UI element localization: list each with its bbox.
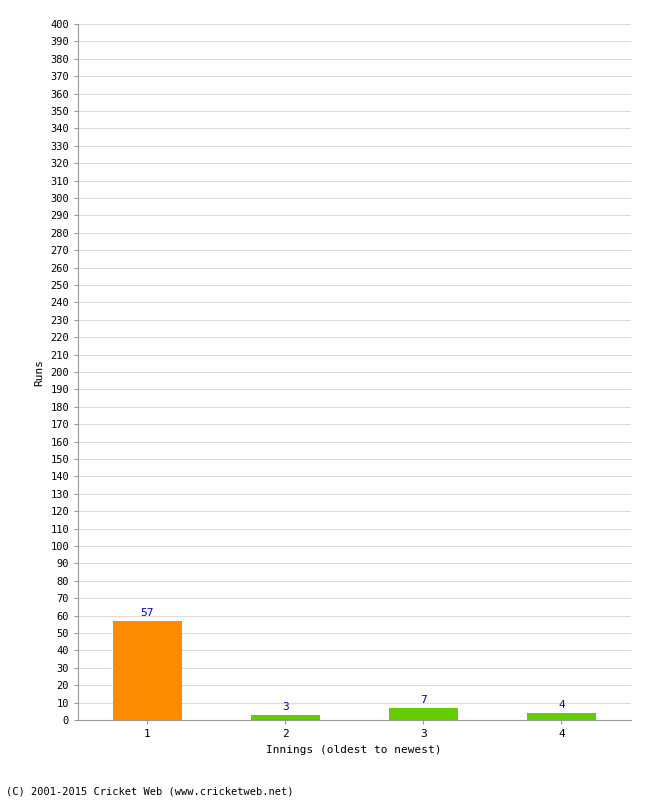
X-axis label: Innings (oldest to newest): Innings (oldest to newest): [266, 745, 442, 754]
Text: 7: 7: [420, 695, 426, 706]
Bar: [527, 713, 596, 720]
Bar: [112, 621, 181, 720]
Text: (C) 2001-2015 Cricket Web (www.cricketweb.net): (C) 2001-2015 Cricket Web (www.cricketwe…: [6, 786, 294, 796]
Bar: [389, 708, 458, 720]
Text: 3: 3: [282, 702, 289, 712]
Bar: [251, 714, 320, 720]
Y-axis label: Runs: Runs: [34, 358, 45, 386]
Text: 4: 4: [558, 701, 565, 710]
Text: 57: 57: [140, 608, 154, 618]
